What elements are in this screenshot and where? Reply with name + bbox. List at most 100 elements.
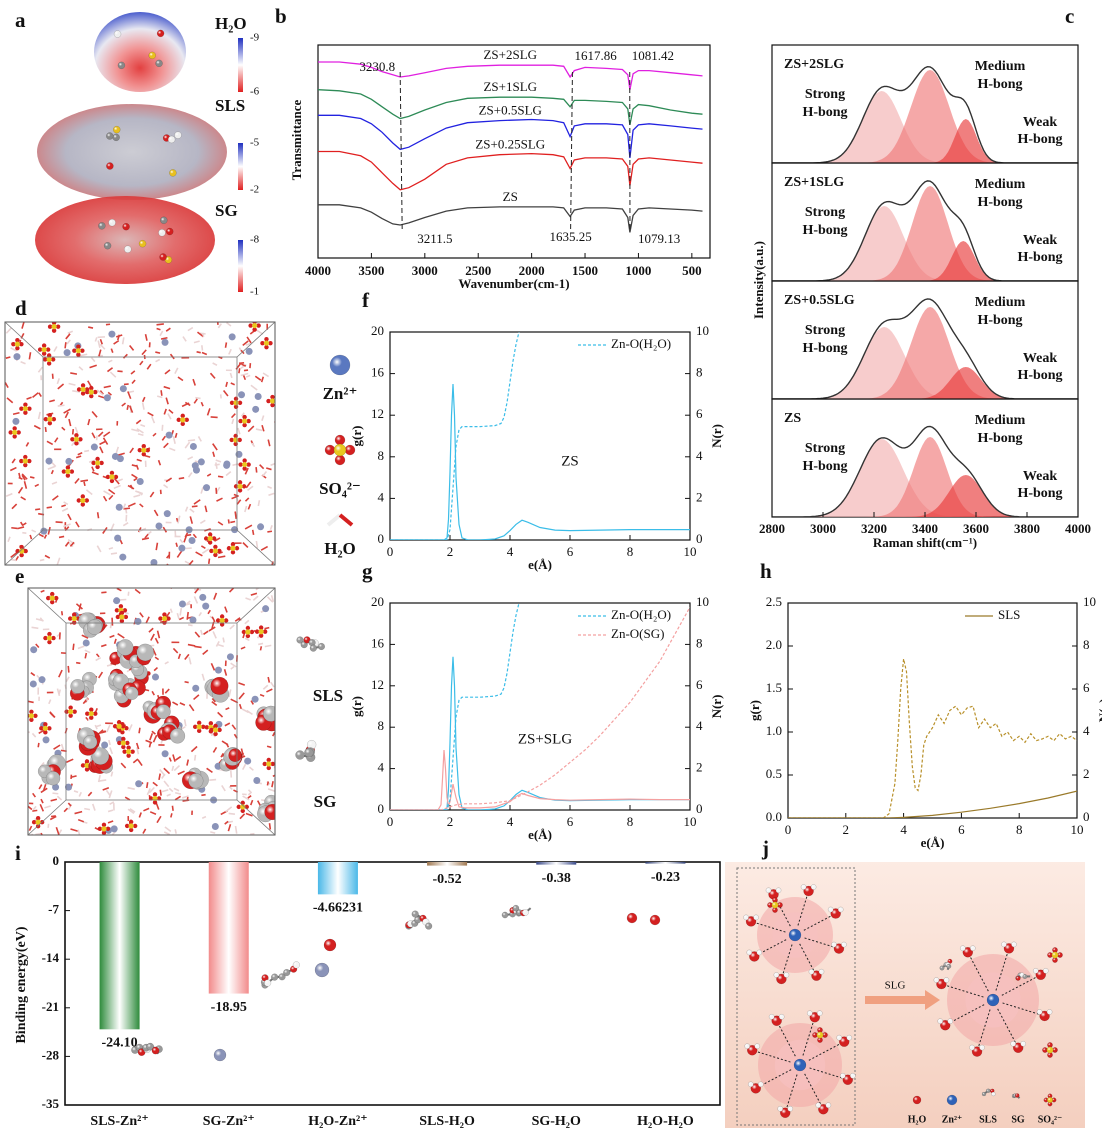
s-atom xyxy=(68,709,74,715)
water-stick xyxy=(172,754,176,762)
peak-name: Strong xyxy=(805,441,845,456)
water-stick xyxy=(188,656,192,665)
o-atom xyxy=(242,414,247,420)
x-tick-label: 2 xyxy=(843,822,850,837)
h-bond xyxy=(804,937,840,950)
water-stick xyxy=(44,805,51,809)
water-stick xyxy=(42,783,47,791)
x-tick-label: H₂O-H₂O xyxy=(637,1114,694,1129)
water-stick xyxy=(22,531,27,534)
water-stick xyxy=(21,322,25,329)
water-stick xyxy=(54,437,59,443)
peak-name: Weak xyxy=(1023,115,1057,130)
s-atom xyxy=(75,348,81,354)
water-stick xyxy=(131,379,136,385)
water-stick xyxy=(98,395,105,399)
o-atom xyxy=(50,591,55,597)
atom xyxy=(771,901,779,909)
water-stick xyxy=(164,826,172,833)
x-axis-label: e(Å) xyxy=(528,557,552,572)
zn-ion xyxy=(189,442,197,450)
o-atom xyxy=(72,348,77,353)
o-atom xyxy=(176,417,181,423)
water-stick xyxy=(109,747,114,755)
water-stick xyxy=(176,550,183,558)
o-atom xyxy=(43,417,49,422)
water-stick xyxy=(238,361,245,365)
water-stick xyxy=(110,552,118,555)
water-stick xyxy=(266,781,270,786)
water-stick xyxy=(267,485,272,489)
y2-tick-label: 10 xyxy=(696,323,709,338)
water-stick xyxy=(116,478,123,483)
o-atom xyxy=(85,389,90,395)
water-stick xyxy=(177,653,181,660)
s-atom xyxy=(88,389,94,395)
water-stick xyxy=(245,342,251,346)
water-stick xyxy=(187,326,194,332)
box-outline xyxy=(4,321,276,566)
zn-ion xyxy=(40,527,48,535)
water-stick xyxy=(225,806,233,813)
o-atom xyxy=(246,418,251,424)
water-stick xyxy=(141,349,147,356)
atom xyxy=(971,1046,983,1057)
atom xyxy=(522,909,529,916)
water-stick xyxy=(229,770,233,778)
atom xyxy=(106,132,114,140)
water-stick xyxy=(156,395,163,399)
o-atom xyxy=(242,422,247,428)
x-tick-label: 3400 xyxy=(912,521,938,536)
rdf-line xyxy=(390,332,520,540)
water-stick xyxy=(169,353,175,360)
water-stick xyxy=(90,357,96,363)
atom xyxy=(283,968,291,977)
water-stick xyxy=(144,334,148,341)
water-stick xyxy=(187,456,194,461)
peak-name: Weak xyxy=(1023,469,1057,484)
water-stick xyxy=(129,808,136,813)
water-stick xyxy=(172,647,179,654)
atom xyxy=(1001,941,1007,948)
water-stick xyxy=(201,815,207,819)
water-stick xyxy=(153,666,159,672)
water-stick xyxy=(32,792,37,798)
atom xyxy=(969,1044,975,1051)
water-stick xyxy=(78,603,82,611)
o-atom xyxy=(41,351,47,356)
water-stick xyxy=(134,588,141,594)
water-stick xyxy=(174,367,179,374)
water-stick xyxy=(128,405,134,413)
water-stick xyxy=(38,784,43,790)
water-stick xyxy=(177,376,184,382)
water-stick xyxy=(5,382,9,389)
water-stick xyxy=(211,616,216,623)
water-stick xyxy=(67,802,72,807)
zn-ion xyxy=(226,653,234,661)
water-stick xyxy=(192,533,197,539)
peak-name: Medium xyxy=(975,413,1026,428)
water-stick xyxy=(156,327,161,331)
legend-label: H₂O xyxy=(908,1114,927,1125)
atom xyxy=(174,131,182,139)
water-stick xyxy=(31,529,37,533)
water-stick xyxy=(72,643,75,651)
water-stick xyxy=(63,501,69,506)
water-stick xyxy=(28,812,29,814)
o-atom xyxy=(31,820,37,825)
water-stick xyxy=(31,626,39,630)
water-stick xyxy=(225,707,230,711)
water-stick xyxy=(31,732,37,738)
o-atom xyxy=(43,635,48,641)
o-atom xyxy=(74,433,79,438)
water-stick xyxy=(175,791,182,795)
o-atom xyxy=(126,745,131,750)
water-stick xyxy=(167,413,172,420)
spectrum-line xyxy=(318,114,703,158)
s-atom xyxy=(84,762,90,769)
y2-tick-label: 6 xyxy=(1083,680,1090,695)
water-stick xyxy=(56,378,61,385)
atom xyxy=(165,227,174,236)
o-atom xyxy=(162,620,167,625)
atom xyxy=(779,1107,791,1119)
